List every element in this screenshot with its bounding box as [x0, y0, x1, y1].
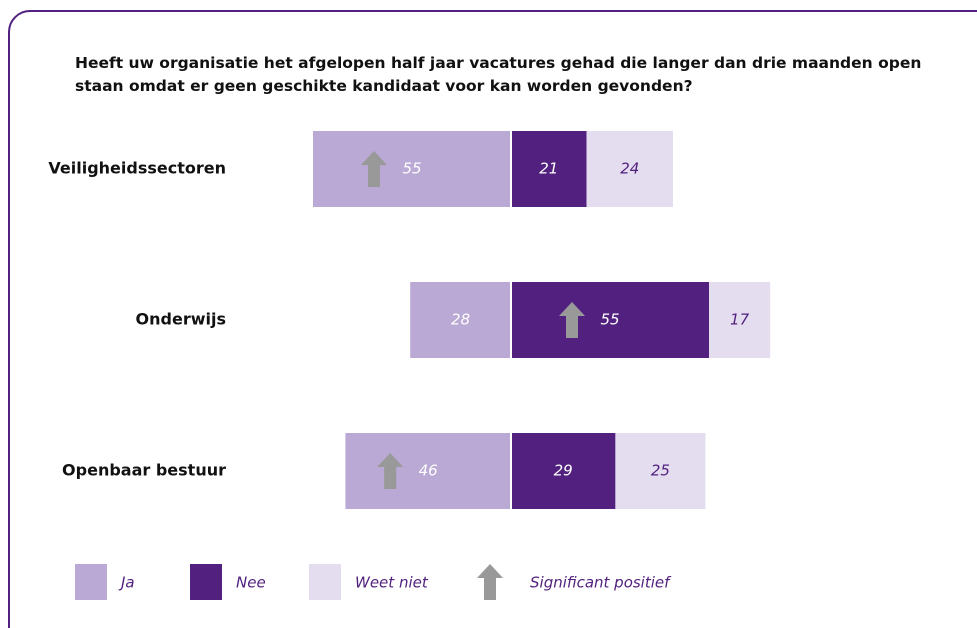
value-label: 46	[419, 462, 438, 480]
category-label: Openbaar bestuur	[62, 461, 226, 480]
bar-segment	[586, 131, 673, 207]
bar-segment	[511, 282, 709, 358]
value-label: 55	[402, 160, 421, 178]
bar-segment	[410, 282, 511, 358]
significance-arrow	[477, 564, 503, 600]
bar-segment	[345, 433, 511, 509]
value-label: 25	[651, 462, 670, 480]
legend-label: Significant positief	[530, 574, 672, 592]
bar-segment	[709, 282, 771, 358]
legend-swatch	[190, 564, 222, 600]
bar-segment	[511, 433, 616, 509]
value-label: 55	[600, 311, 619, 329]
significance-arrow	[361, 151, 387, 187]
value-label: 29	[554, 462, 573, 480]
card	[8, 10, 977, 628]
bar-segment	[511, 131, 587, 207]
significance-arrow	[377, 453, 404, 489]
legend-label: Ja	[118, 574, 135, 592]
legend-swatch	[309, 564, 341, 600]
value-label: 21	[539, 160, 558, 178]
significance-arrow	[559, 302, 585, 338]
bar-segment	[313, 131, 511, 207]
category-label: Onderwijs	[136, 310, 226, 329]
legend-label: Weet niet	[355, 574, 429, 592]
category-label: Veiligheidssectoren	[48, 159, 226, 178]
bar-segment	[615, 433, 706, 509]
legend-label: Nee	[236, 574, 266, 592]
chart-title: Heeft uw organisatie het afgelopen half …	[75, 54, 922, 95]
value-label: 28	[451, 311, 470, 329]
value-label: 17	[730, 311, 750, 329]
value-label: 24	[620, 160, 639, 178]
legend-swatch	[75, 564, 107, 600]
